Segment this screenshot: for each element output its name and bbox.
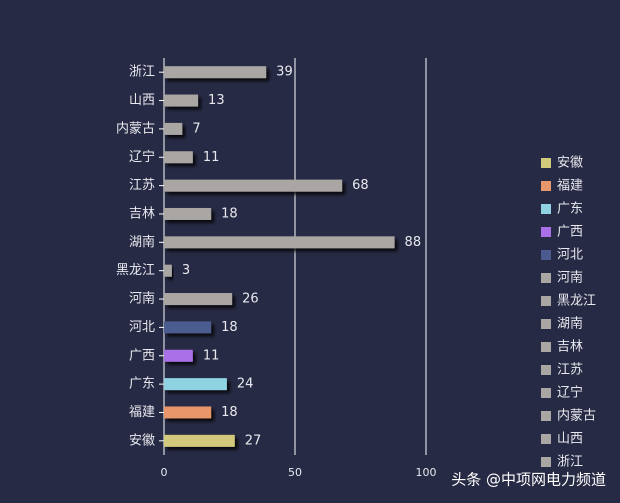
- y-tick-label: 湖南: [129, 234, 155, 250]
- bar: [164, 151, 193, 164]
- value-label: 39: [276, 65, 293, 80]
- watermark: 头条 @中项网电力频道: [451, 471, 606, 489]
- legend-swatch: [541, 250, 551, 260]
- y-tick-label: 内蒙古: [116, 120, 155, 136]
- value-label: 68: [352, 178, 369, 193]
- legend-label: 山西: [557, 432, 583, 447]
- legend-swatch: [541, 342, 551, 352]
- legend-label: 内蒙古: [557, 408, 596, 424]
- bar: [164, 66, 267, 79]
- y-tick-label: 广西: [129, 348, 155, 363]
- value-label: 26: [242, 292, 259, 307]
- value-label: 3: [182, 263, 190, 278]
- value-label: 27: [245, 433, 262, 448]
- bar: [164, 293, 233, 306]
- bar: [164, 94, 199, 107]
- legend-label: 河北: [557, 248, 583, 263]
- legend-label: 湖南: [557, 316, 583, 332]
- legend-label: 福建: [557, 179, 583, 194]
- legend-label: 辽宁: [557, 385, 583, 401]
- bar: [164, 179, 343, 192]
- bar: [164, 349, 193, 362]
- value-label: 13: [208, 93, 225, 108]
- legend-label: 黑龙江: [557, 294, 596, 309]
- legend-swatch: [541, 158, 551, 168]
- bar: [164, 321, 212, 334]
- value-label: 18: [221, 320, 238, 335]
- value-label: 88: [405, 235, 422, 250]
- x-tick-label: 0: [161, 466, 168, 479]
- legend-swatch: [541, 457, 551, 467]
- x-tick-label: 50: [288, 466, 302, 479]
- legend-label: 安徽: [557, 156, 583, 171]
- y-tick-label: 山西: [129, 93, 155, 108]
- y-tick-label: 江苏: [129, 177, 155, 193]
- legend-label: 浙江: [557, 455, 583, 470]
- y-tick-label: 河南: [129, 291, 155, 307]
- bar: [164, 236, 395, 249]
- legend-swatch: [541, 365, 551, 375]
- x-tick-label: 100: [416, 466, 437, 479]
- value-label: 11: [203, 348, 220, 363]
- legend-swatch: [541, 296, 551, 306]
- bar: [164, 122, 183, 135]
- bar: [164, 264, 172, 277]
- legend-swatch: [541, 181, 551, 191]
- legend-label: 广东: [557, 202, 583, 217]
- y-tick-label: 吉林: [129, 206, 155, 221]
- y-tick-label: 黑龙江: [116, 263, 155, 278]
- y-tick-label: 辽宁: [129, 149, 155, 165]
- y-tick-label: 安徽: [129, 433, 155, 448]
- legend-swatch: [541, 434, 551, 444]
- legend-label: 广西: [557, 225, 583, 240]
- legend-label: 江苏: [557, 362, 583, 378]
- legend-swatch: [541, 319, 551, 329]
- legend-swatch: [541, 388, 551, 398]
- y-tick-label: 浙江: [129, 65, 155, 80]
- bar: [164, 207, 212, 220]
- legend-label: 吉林: [557, 340, 583, 355]
- y-tick-label: 广东: [129, 377, 155, 392]
- legend-swatch: [541, 273, 551, 283]
- value-label: 18: [221, 206, 238, 221]
- value-label: 24: [237, 377, 254, 392]
- bar: [164, 406, 212, 419]
- value-label: 11: [203, 150, 220, 165]
- bar: [164, 378, 227, 391]
- y-tick-label: 河北: [129, 320, 155, 335]
- legend-label: 河南: [557, 270, 583, 286]
- bar: [164, 434, 235, 447]
- legend-swatch: [541, 204, 551, 214]
- legend-swatch: [541, 411, 551, 421]
- y-tick-label: 福建: [129, 405, 155, 420]
- value-label: 7: [192, 121, 200, 136]
- legend-swatch: [541, 227, 551, 237]
- value-label: 18: [221, 405, 238, 420]
